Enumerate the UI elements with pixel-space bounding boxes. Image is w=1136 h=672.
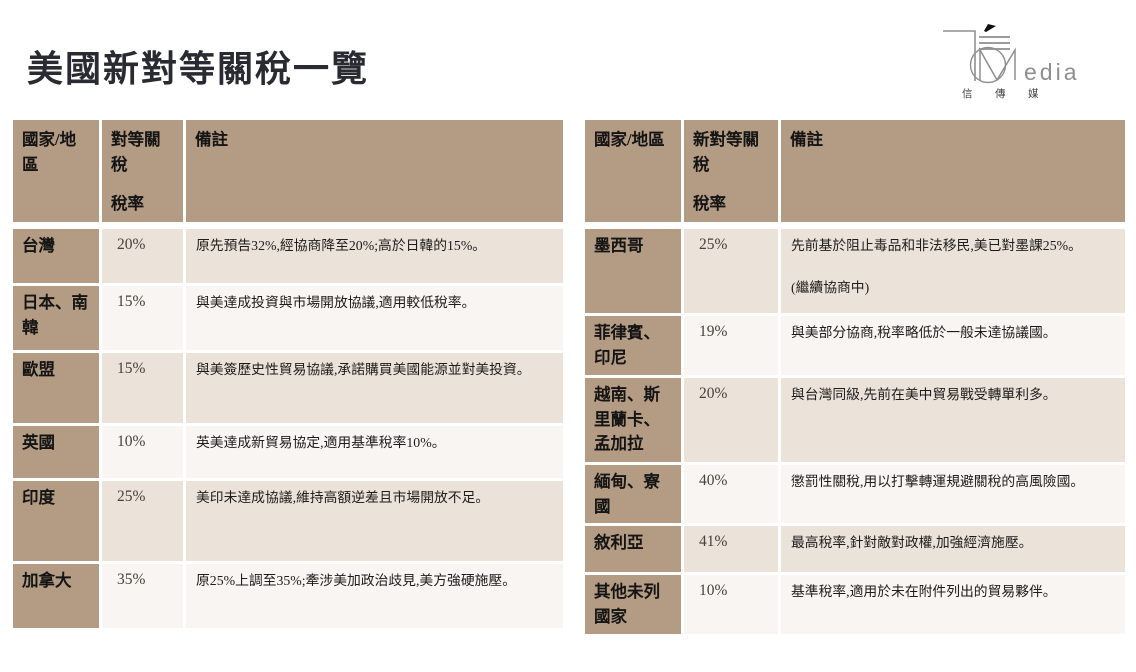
column-header-rate: 對等關稅 稅率 [102,120,183,223]
table-row-other-unlisted: 其他未列國家 10% 基準稅率,適用於未在附件列出的貿易夥伴。 [585,575,1125,634]
table-row-uk: 英國 10% 英美達成新貿易協定,適用基準稅率10%。 [13,426,563,479]
remark-cell: 懲罰性關稅,用以打擊轉運規避關稅的高風險國。 [781,464,1125,524]
rate-cell: 35% [102,564,183,629]
column-header-remark: 備註 [781,120,1125,223]
column-header-rate: 新對等關稅 稅率 [684,120,778,223]
remark-cell: 與台灣同級,先前在美中貿易戰受轉單利多。 [781,377,1125,462]
country-cell: 歐盟 [13,353,99,424]
tariff-table-left: 國家/地區 對等關稅 稅率 備註 台灣 20% 原先預告32%,經協商降至20%… [13,120,563,629]
rate-cell: 19% [684,316,778,375]
country-cell: 台灣 [13,229,99,284]
remark-cell: 美印未達成協議,維持高額逆差且市場開放不足。 [186,481,563,562]
logo-bracket-stroke [943,30,976,81]
country-cell: 英國 [13,426,99,479]
rate-cell: 25% [684,229,778,314]
logo-edia-text: edia [1024,59,1079,85]
column-header-rate-line1: 對等關稅 [111,130,161,174]
table-header-row: 國家/地區 新對等關稅 稅率 備註 [585,120,1125,223]
tariff-table-right: 國家/地區 新對等關稅 稅率 備註 墨西哥 25% 先前基於阻止毒品和非法移民,… [585,120,1125,634]
country-cell: 緬甸、寮國 [585,464,681,524]
cmedia-logo-mark: edia 信 傳 媒 [943,24,1079,100]
remark-cell: 最高稅率,針對敵對政權,加強經濟施壓。 [781,526,1125,573]
remark-cell: 與美簽歷史性貿易協議,承諾購買美國能源並對美投資。 [186,353,563,424]
column-header-remark: 備註 [186,120,563,223]
table-row-canada: 加拿大 35% 原25%上調至35%;牽涉美加政治歧見,美方強硬施壓。 [13,564,563,629]
column-header-rate-line1: 新對等關稅 [693,130,759,174]
column-header-rate-line2: 稅率 [693,193,726,213]
table-header-row: 國家/地區 對等關稅 稅率 備註 [13,120,563,223]
country-cell: 其他未列國家 [585,575,681,634]
cmedia-logo: edia 信 傳 媒 [938,20,1108,104]
remark-cell: 基準稅率,適用於未在附件列出的貿易夥伴。 [781,575,1125,634]
remark-cell: 原先預告32%,經協商降至20%;高於日韓的15%。 [186,229,563,284]
table-row-eu: 歐盟 15% 與美簽歷史性貿易協議,承諾購買美國能源並對美投資。 [13,353,563,424]
rate-cell: 10% [102,426,183,479]
table-row-japan-korea: 日本、南韓 15% 與美達成投資與市場開放協議,適用較低稅率。 [13,286,563,351]
country-cell: 敘利亞 [585,526,681,573]
remark-cell: 原25%上調至35%;牽涉美加政治歧見,美方強硬施壓。 [186,564,563,629]
logo-m-monogram [979,47,1016,82]
logo-chinese-name: 信 傳 媒 [962,87,1045,100]
remark-cell: 與美部分協商,稅率略低於一般未達協議國。 [781,316,1125,375]
rate-cell: 40% [684,464,778,524]
country-cell: 墨西哥 [585,229,681,314]
table-row-vietnam-srilanka-bangladesh: 越南、斯里蘭卡、孟加拉 20% 與台灣同級,先前在美中貿易戰受轉單利多。 [585,377,1125,462]
rate-cell: 20% [684,377,778,462]
table-row-philippines-indonesia: 菲律賓、印尼 19% 與美部分協商,稅率略低於一般未達協議國。 [585,316,1125,375]
country-cell: 加拿大 [13,564,99,629]
table-row-mexico: 墨西哥 25% 先前基於阻止毒品和非法移民,美已對墨課25%。 (繼續協商中) [585,229,1125,314]
country-cell: 日本、南韓 [13,286,99,351]
table-row-india: 印度 25% 美印未達成協議,維持高額逆差且市場開放不足。 [13,481,563,562]
rate-cell: 10% [684,575,778,634]
logo-flag-accent [984,24,996,32]
column-header-country: 國家/地區 [585,120,681,223]
table-row-syria: 敘利亞 41% 最高稅率,針對敵對政權,加強經濟施壓。 [585,526,1125,573]
logo-speech-lines [979,36,1010,50]
table-row-taiwan: 台灣 20% 原先預告32%,經協商降至20%;高於日韓的15%。 [13,229,563,284]
page-title: 美國新對等關稅一覽 [27,48,370,89]
column-header-rate-line2: 稅率 [111,193,144,213]
country-cell: 菲律賓、印尼 [585,316,681,375]
rate-cell: 25% [102,481,183,562]
remark-cell: 先前基於阻止毒品和非法移民,美已對墨課25%。 (繼續協商中) [781,229,1125,314]
remark-cell: 與美達成投資與市場開放協議,適用較低稅率。 [186,286,563,351]
country-cell: 越南、斯里蘭卡、孟加拉 [585,377,681,462]
rate-cell: 20% [102,229,183,284]
rate-cell: 41% [684,526,778,573]
column-header-country: 國家/地區 [13,120,99,223]
rate-cell: 15% [102,353,183,424]
country-cell: 印度 [13,481,99,562]
remark-cell: 英美達成新貿易協定,適用基準稅率10%。 [186,426,563,479]
rate-cell: 15% [102,286,183,351]
table-row-myanmar-laos: 緬甸、寮國 40% 懲罰性關稅,用以打擊轉運規避關稅的高風險國。 [585,464,1125,524]
